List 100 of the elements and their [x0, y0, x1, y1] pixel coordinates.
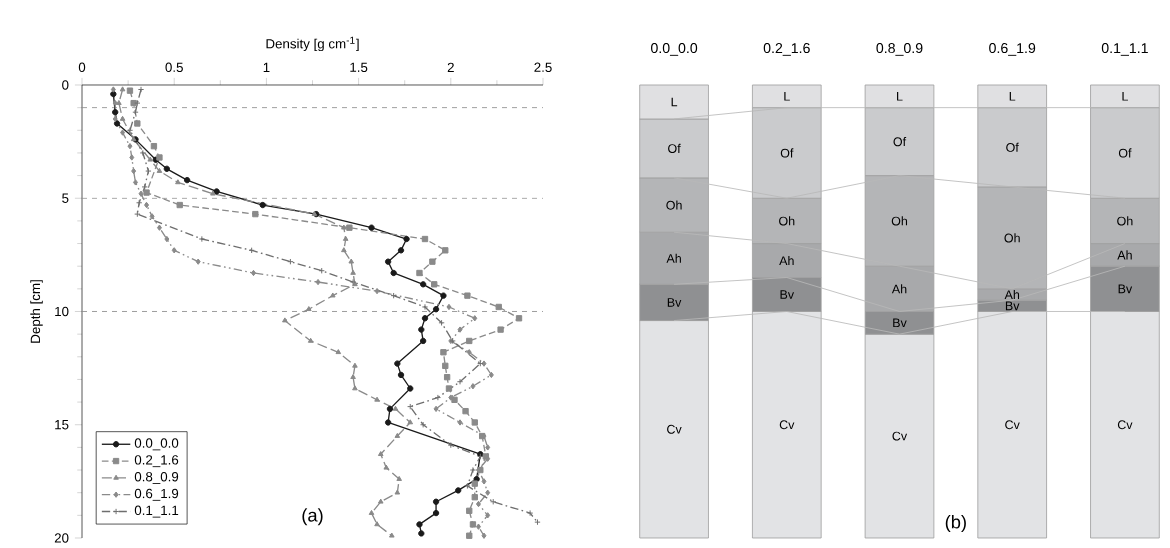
point: [445, 385, 453, 392]
point: [147, 156, 154, 162]
y-tick-label: 0: [62, 80, 69, 90]
point: [306, 306, 312, 312]
point: [394, 489, 401, 495]
point: [329, 292, 336, 298]
text: Bv: [1118, 284, 1133, 294]
point: [440, 292, 447, 299]
point: [488, 371, 494, 379]
point: [143, 189, 150, 196]
x-tick-label: 0.6_1.9: [989, 43, 1036, 56]
point: [156, 224, 162, 231]
point: [419, 337, 427, 345]
point: [495, 303, 502, 311]
point: [127, 142, 133, 150]
point: [394, 360, 401, 367]
point: [470, 383, 476, 390]
x-tick-label: 2.5: [534, 62, 552, 72]
text: Oh: [666, 200, 682, 210]
point: [348, 258, 355, 264]
point: [418, 530, 425, 537]
series-label: Ah: [1004, 289, 1020, 300]
point: [315, 278, 321, 286]
point: [462, 407, 469, 415]
point: [112, 109, 119, 116]
point: [392, 405, 399, 411]
point: [126, 127, 134, 134]
point: [164, 235, 170, 243]
point: [388, 532, 395, 538]
point: [176, 201, 183, 209]
point: [416, 521, 423, 528]
series-label: Cv: [1117, 420, 1133, 430]
point: [466, 337, 473, 345]
point: [350, 269, 356, 275]
point: [447, 441, 454, 449]
point: [384, 419, 392, 426]
point: [397, 247, 405, 254]
point: [416, 269, 423, 277]
annotation: (b): [945, 515, 966, 533]
y-tick-label: 20: [54, 533, 69, 543]
text: Of: [1118, 148, 1132, 158]
point: [481, 360, 487, 367]
point: [374, 396, 380, 402]
point: [352, 385, 358, 391]
y-axis-title: Depth [cm]: [30, 280, 43, 343]
point: [471, 419, 478, 426]
point: [469, 521, 477, 528]
text: Ah: [1117, 250, 1132, 260]
point: [210, 190, 216, 196]
text: Of: [893, 137, 907, 147]
point: [195, 258, 201, 265]
series-label: Oh: [779, 216, 795, 226]
point: [472, 315, 478, 322]
point: [138, 190, 144, 197]
point: [455, 487, 462, 494]
point: [134, 210, 141, 218]
legend-label: 0.6_1.9: [134, 488, 179, 501]
point: [397, 371, 405, 379]
point: [475, 523, 481, 530]
point: [434, 394, 442, 401]
point: [368, 224, 375, 231]
point: [485, 444, 491, 451]
point: [335, 349, 342, 355]
point: [471, 494, 478, 501]
legend-label: 0.1_1.1: [134, 505, 179, 518]
point: [432, 306, 440, 313]
point: [110, 90, 117, 98]
point: [282, 317, 288, 323]
text: Oh: [1004, 233, 1020, 243]
text: Cv: [779, 420, 795, 430]
point: [421, 303, 429, 311]
legend-label: 0.8_0.9: [134, 471, 179, 484]
point: [342, 235, 349, 241]
text: Cv: [667, 424, 682, 434]
point: [149, 213, 155, 220]
point: [466, 507, 473, 514]
point: [485, 489, 491, 496]
point: [432, 509, 440, 517]
legend-label: 0.0_0.0: [134, 438, 179, 451]
x-tick-label: 1: [263, 62, 270, 72]
point: [307, 337, 314, 343]
point: [341, 224, 347, 230]
point: [432, 498, 440, 505]
point: [368, 509, 375, 515]
x-tick-label: 0.1_1.1: [1101, 43, 1148, 56]
text: Cv: [892, 431, 908, 441]
x-tick-label: 0.8_0.9: [876, 43, 923, 56]
text: Oh: [891, 216, 908, 226]
point: [446, 303, 452, 311]
point: [110, 86, 116, 93]
text: L: [1009, 92, 1016, 101]
text: Oh: [1117, 216, 1133, 226]
series-label: Bv: [1005, 301, 1020, 311]
point: [475, 500, 481, 508]
y-tick-label: 10: [55, 306, 69, 317]
point: [134, 99, 141, 107]
point: [383, 464, 390, 470]
point: [129, 154, 135, 161]
point: [515, 315, 523, 322]
point: [145, 167, 152, 175]
